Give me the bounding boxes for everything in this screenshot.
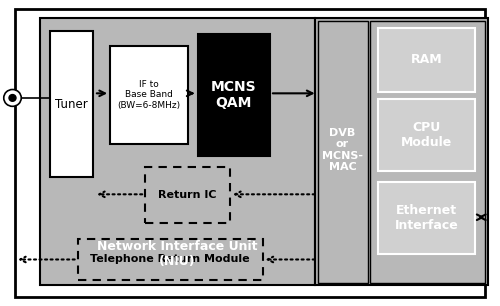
Bar	[40, 18, 315, 285]
Bar	[110, 46, 188, 144]
Bar	[78, 239, 262, 280]
Ellipse shape	[9, 95, 16, 101]
Bar	[50, 31, 92, 177]
Text: IF to
Base Band
(BW=6-8MHz): IF to Base Band (BW=6-8MHz)	[117, 80, 180, 110]
Text: CPU
Module: CPU Module	[400, 121, 452, 149]
Bar	[378, 99, 475, 171]
Bar	[378, 28, 475, 92]
Text: RAM: RAM	[410, 53, 442, 66]
Bar	[370, 21, 485, 283]
Text: Network Interface Unit
(NIU): Network Interface Unit (NIU)	[97, 240, 258, 268]
Text: Ethernet
Interface: Ethernet Interface	[394, 204, 458, 232]
Bar	[378, 182, 475, 254]
Text: Tuner: Tuner	[55, 98, 88, 110]
Bar	[318, 21, 368, 283]
Bar	[145, 167, 230, 223]
Bar	[315, 18, 488, 285]
Text: Return IC: Return IC	[158, 190, 217, 200]
Text: Telephone Return Module: Telephone Return Module	[90, 254, 250, 264]
Text: MCNS
QAM: MCNS QAM	[211, 80, 256, 110]
Bar	[198, 34, 270, 156]
Text: DVB
or
MCNS-
MAC: DVB or MCNS- MAC	[322, 128, 363, 172]
Ellipse shape	[4, 89, 21, 106]
